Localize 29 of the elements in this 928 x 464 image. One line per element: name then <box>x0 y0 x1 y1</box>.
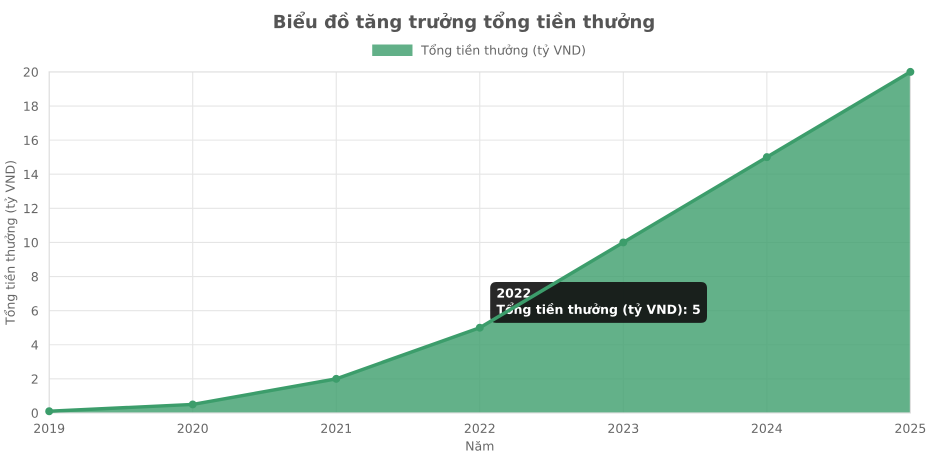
x-tick-label: 2025 <box>895 424 926 434</box>
y-tick-label: 20 <box>24 67 38 77</box>
x-tick-label: 2019 <box>34 424 64 434</box>
chart-title: Biểu đồ tăng trưởng tổng tiền thưởng <box>274 12 654 32</box>
y-tick-label: 8 <box>32 272 38 282</box>
y-tick-label: 14 <box>24 170 38 179</box>
y-tick-label: 2 <box>32 374 38 384</box>
point <box>188 400 197 408</box>
x-tick-label: 2021 <box>321 424 351 434</box>
x-tick-label: 2023 <box>608 424 638 434</box>
y-tick-label: 16 <box>24 136 38 146</box>
y-tick-label: 12 <box>24 204 38 214</box>
x-axis-title: Năm <box>466 440 494 451</box>
x-tick-label: 2024 <box>752 424 782 434</box>
point <box>906 68 914 76</box>
point <box>762 153 771 162</box>
x-tick-label: 2020 <box>178 424 208 434</box>
point <box>619 238 628 246</box>
y-tick-label: 10 <box>24 238 38 248</box>
y-tick-label: 18 <box>24 101 38 111</box>
y-tick-label: 4 <box>31 340 38 350</box>
y-tick-label: 6 <box>32 306 38 316</box>
y-tick-label: 0 <box>32 408 38 418</box>
y-axis-title: Tổng tiền thưởng (tỷ VND) <box>4 161 18 325</box>
point <box>332 374 340 383</box>
legend-label: Tổng tiền thưởng (tỷ VND) <box>421 44 585 58</box>
x-tick-label: 2022 <box>464 424 494 434</box>
point <box>45 407 54 416</box>
point <box>476 324 484 332</box>
